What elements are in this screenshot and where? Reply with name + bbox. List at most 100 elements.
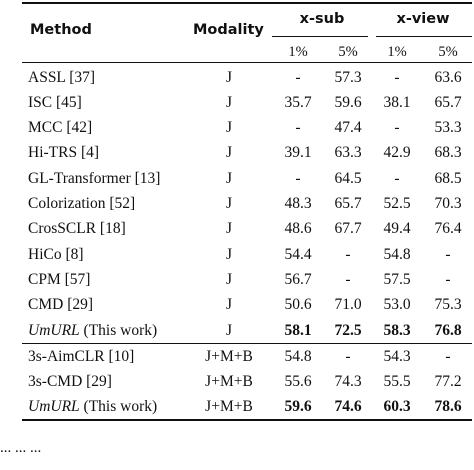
score-cell-xview1: 53.0 [383, 296, 411, 313]
modality-cell: J+M+B [205, 348, 253, 365]
score-cell-xview5: 76.4 [434, 220, 462, 237]
score-cell-xsub5: 59.6 [334, 94, 362, 111]
score-cell-xsub1: - [295, 119, 301, 136]
modality-cell: J+M+B [205, 373, 253, 390]
score-cell-xsub1: 59.6 [284, 398, 312, 415]
score-cell-xsub1: 48.6 [284, 220, 312, 237]
score-cell-xsub1: - [295, 69, 301, 86]
score-cell-xview5: 53.3 [434, 119, 462, 136]
modality-cell: J [225, 322, 233, 339]
method-cell: UmURL (This work) [28, 397, 157, 417]
score-cell-xview1: 57.5 [383, 271, 411, 288]
score-cell-xsub1: 58.1 [284, 322, 312, 339]
score-cell-xview5: 68.5 [434, 170, 462, 187]
method-cell: UmURL (This work) [28, 321, 157, 341]
header-xview: x-view [396, 11, 450, 27]
modality-cell: J [225, 170, 233, 187]
method-cell: 3s-AimCLR [10] [28, 348, 135, 365]
score-cell-xsub5: 65.7 [334, 195, 362, 212]
method-cell: 3s-CMD [29] [28, 373, 112, 390]
score-cell-xview5: 77.2 [434, 373, 462, 390]
modality-cell: J [225, 144, 233, 161]
xview-underline [376, 36, 472, 37]
modality-cell: J [225, 246, 233, 263]
score-cell-xview5: 63.6 [434, 69, 462, 86]
bottom-rule [22, 419, 472, 421]
method-cell: Hi-TRS [4] [28, 144, 100, 161]
score-cell-xview5: 65.7 [434, 94, 462, 111]
group-rule [22, 343, 472, 344]
method-name-italic: UmURL [28, 322, 80, 339]
top-rule [22, 2, 472, 4]
header-xview-5pct: 5% [438, 44, 458, 60]
method-suffix: (This work) [79, 398, 158, 415]
score-cell-xview1: 49.4 [383, 220, 411, 237]
method-cell: CMD [29] [28, 296, 94, 313]
modality-cell: J [225, 195, 233, 212]
score-cell-xsub1: 54.8 [284, 348, 312, 365]
method-cell: ASSL [37] [28, 69, 96, 86]
modality-cell: J+M+B [205, 398, 253, 415]
score-cell-xview1: 38.1 [383, 94, 411, 111]
score-cell-xsub5: 72.5 [334, 322, 362, 339]
score-cell-xview5: - [445, 271, 451, 288]
score-cell-xsub5: 64.5 [334, 170, 362, 187]
xsub-underline [272, 36, 368, 37]
score-cell-xsub1: 35.7 [284, 94, 312, 111]
score-cell-xview5: - [445, 246, 451, 263]
score-cell-xview1: 55.5 [383, 373, 411, 390]
score-cell-xview1: 54.3 [383, 348, 411, 365]
header-xview-1pct: 1% [387, 44, 407, 60]
score-cell-xview1: - [394, 119, 400, 136]
score-cell-xsub1: 48.3 [284, 195, 312, 212]
modality-cell: J [225, 296, 233, 313]
header-xsub-1pct: 1% [288, 44, 308, 60]
score-cell-xview1: 54.8 [383, 246, 411, 263]
score-cell-xsub5: 71.0 [334, 296, 362, 313]
score-cell-xview5: 76.8 [434, 322, 462, 339]
score-cell-xsub5: 63.3 [334, 144, 362, 161]
header-xsub-5pct: 5% [338, 44, 358, 60]
score-cell-xsub5: 57.3 [334, 69, 362, 86]
score-cell-xview1: 58.3 [383, 322, 411, 339]
header-method: Method [30, 22, 92, 38]
modality-cell: J [225, 69, 233, 86]
score-cell-xsub5: - [345, 246, 351, 263]
score-cell-xview1: 60.3 [383, 398, 411, 415]
score-cell-xsub1: 54.4 [284, 246, 312, 263]
modality-cell: J [225, 94, 233, 111]
method-cell: HiCo [8] [28, 246, 84, 263]
score-cell-xsub5: - [345, 271, 351, 288]
score-cell-xview5: 75.3 [434, 296, 462, 313]
score-cell-xview5: - [445, 348, 451, 365]
score-cell-xview1: 42.9 [383, 144, 411, 161]
score-cell-xsub1: - [295, 170, 301, 187]
score-cell-xsub1: 56.7 [284, 271, 312, 288]
modality-cell: J [225, 271, 233, 288]
score-cell-xsub5: - [345, 348, 351, 365]
score-cell-xview5: 70.3 [434, 195, 462, 212]
modality-cell: J [225, 220, 233, 237]
header-rule [22, 62, 472, 63]
score-cell-xsub5: 74.6 [334, 398, 362, 415]
header-xsub: x-sub [299, 11, 345, 27]
method-cell: CrosSCLR [18] [28, 220, 126, 237]
score-cell-xsub5: 74.3 [334, 373, 362, 390]
method-cell: MCC [42] [28, 119, 93, 136]
score-cell-xsub1: 55.6 [284, 373, 312, 390]
method-cell: Colorization [52] [28, 195, 136, 212]
score-cell-xsub5: 47.4 [334, 119, 362, 136]
method-name-italic: UmURL [28, 398, 80, 415]
caption-fragment: ... ... ... [0, 440, 42, 456]
header-modality: Modality [193, 22, 264, 38]
method-cell: ISC [45] [28, 94, 82, 111]
method-suffix: (This work) [79, 322, 158, 339]
score-cell-xview1: - [394, 69, 400, 86]
score-cell-xsub1: 50.6 [284, 296, 312, 313]
score-cell-xview5: 68.3 [434, 144, 462, 161]
score-cell-xsub1: 39.1 [284, 144, 312, 161]
score-cell-xview1: - [394, 170, 400, 187]
score-cell-xsub5: 67.7 [334, 220, 362, 237]
score-cell-xview5: 78.6 [434, 398, 462, 415]
score-cell-xview1: 52.5 [383, 195, 411, 212]
